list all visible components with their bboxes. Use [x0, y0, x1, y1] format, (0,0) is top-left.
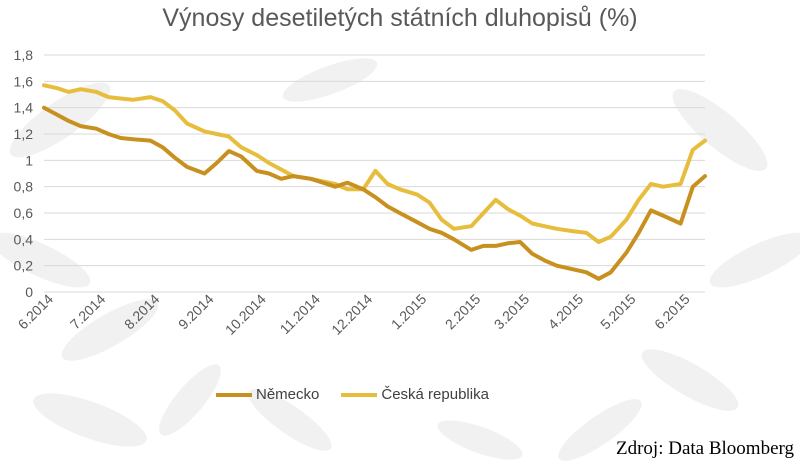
y-tick-label: 0,4: [14, 231, 34, 247]
x-tick-label: 10.2014: [222, 291, 269, 338]
y-tick-label: 0: [25, 284, 33, 300]
x-tick-label: 3.2015: [491, 291, 533, 333]
x-tick-label: 1.2015: [388, 291, 430, 333]
chart-title: Výnosy desetiletých státních dluhopisů (…: [162, 4, 638, 32]
x-tick-label: 2.2015: [442, 291, 484, 333]
legend-item-czech: Česká republika: [341, 386, 489, 403]
y-tick-label: 0,6: [14, 205, 34, 221]
gridlines: [44, 54, 705, 293]
legend-swatch-germany: [216, 392, 252, 397]
y-tick-label: 0,2: [14, 258, 34, 274]
legend-label-germany: Německo: [256, 386, 320, 403]
y-axis-ticks: 0 0,2 0,4 0,6 0,8 1 1,2 1,4 1,6 1,8: [14, 47, 34, 300]
series-line-germany: [42, 105, 707, 281]
series-line-czech: [42, 83, 707, 244]
x-tick-label: 6.2014: [15, 291, 57, 333]
legend-item-germany: Německo: [216, 386, 319, 403]
legend: Německo Česká republika: [216, 386, 489, 403]
legend-label-czech: Česká republika: [381, 386, 489, 403]
source-note: Zdroj: Data Bloomberg: [615, 438, 794, 459]
x-tick-label: 6.2015: [651, 291, 693, 333]
x-tick-label: 4.2015: [545, 291, 587, 333]
y-tick-label: 1: [25, 152, 33, 168]
y-tick-label: 1,2: [14, 126, 34, 142]
series-lines: [42, 83, 707, 281]
y-tick-label: 0,8: [14, 179, 34, 195]
y-tick-label: 1,8: [14, 47, 34, 63]
x-tick-label: 8.2014: [121, 291, 163, 333]
x-tick-label: 5.2015: [597, 291, 639, 333]
y-tick-label: 1,6: [14, 73, 34, 89]
x-tick-label: 12.2014: [328, 291, 375, 338]
x-axis-ticks: 6.2014 7.2014 8.2014 9.2014 10.2014 11.2014 12…: [15, 291, 693, 338]
x-tick-label: 7.2014: [67, 291, 109, 333]
legend-swatch-czech: [341, 392, 378, 397]
x-tick-label: 11.2014: [277, 291, 324, 338]
y-tick-label: 1,4: [14, 100, 34, 116]
x-tick-label: 9.2014: [175, 291, 217, 333]
